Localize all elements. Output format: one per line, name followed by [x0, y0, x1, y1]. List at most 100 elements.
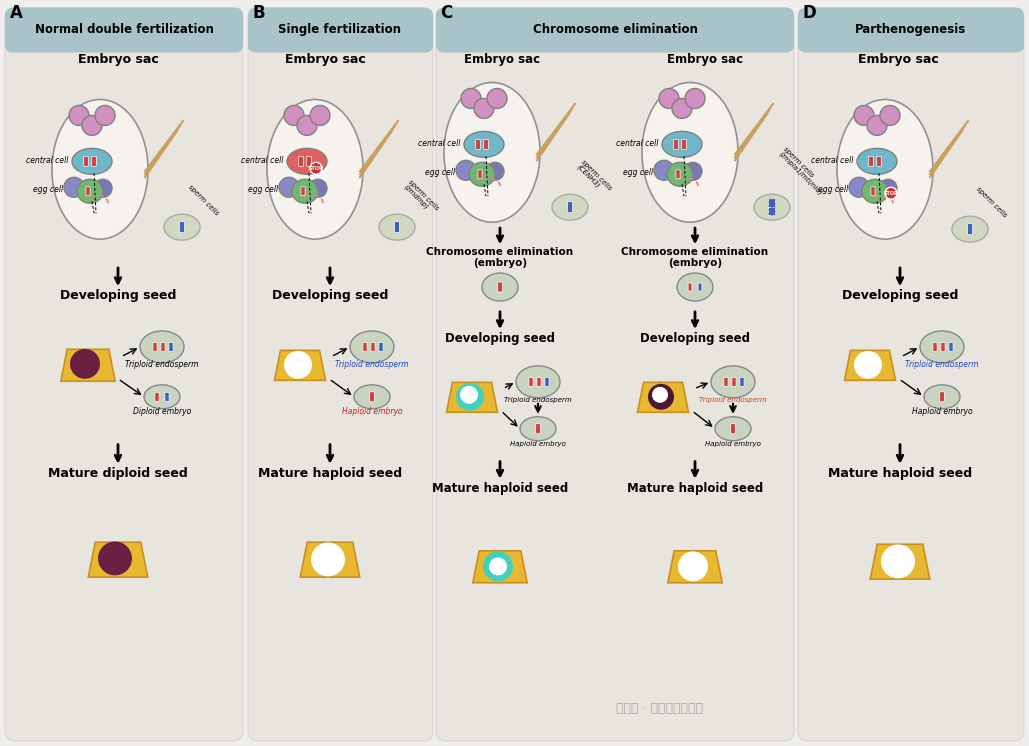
FancyBboxPatch shape [681, 140, 686, 149]
FancyBboxPatch shape [363, 342, 367, 351]
Ellipse shape [52, 99, 148, 239]
FancyBboxPatch shape [676, 170, 680, 179]
Polygon shape [300, 542, 360, 577]
Ellipse shape [667, 163, 693, 186]
Ellipse shape [94, 179, 112, 197]
Text: A: A [10, 4, 23, 22]
FancyBboxPatch shape [436, 7, 794, 741]
Text: central cell: central cell [615, 139, 658, 148]
Text: STOP: STOP [309, 166, 323, 171]
Text: Triploid endosperm: Triploid endosperm [699, 397, 767, 403]
Text: Embryo sac: Embryo sac [285, 52, 365, 66]
Text: Mature haploid seed: Mature haploid seed [627, 482, 764, 495]
Ellipse shape [311, 542, 345, 577]
FancyBboxPatch shape [967, 224, 972, 235]
FancyBboxPatch shape [941, 342, 945, 351]
Text: Mature haploid seed: Mature haploid seed [828, 466, 972, 480]
Text: central cell: central cell [811, 156, 853, 165]
Polygon shape [668, 551, 722, 583]
FancyBboxPatch shape [248, 7, 433, 741]
Text: B: B [252, 4, 264, 22]
Ellipse shape [284, 105, 304, 125]
Text: Embryo sac: Embryo sac [857, 52, 938, 66]
Text: Embryo sac: Embryo sac [667, 52, 743, 66]
FancyBboxPatch shape [370, 342, 376, 351]
Ellipse shape [520, 417, 556, 441]
Text: Embryo sac: Embryo sac [77, 52, 158, 66]
Ellipse shape [354, 385, 390, 409]
Ellipse shape [95, 105, 115, 125]
Ellipse shape [920, 331, 964, 363]
Ellipse shape [460, 386, 478, 404]
Text: Triploid endosperm: Triploid endosperm [504, 397, 572, 403]
FancyBboxPatch shape [939, 392, 945, 402]
FancyBboxPatch shape [475, 140, 481, 149]
Text: egg cell: egg cell [818, 185, 848, 194]
FancyBboxPatch shape [877, 157, 881, 166]
FancyBboxPatch shape [5, 7, 243, 52]
Ellipse shape [350, 331, 394, 363]
Ellipse shape [72, 148, 112, 175]
Text: Chromosome elimination: Chromosome elimination [622, 247, 769, 257]
Text: Single fertilization: Single fertilization [279, 23, 401, 36]
Ellipse shape [464, 131, 504, 157]
FancyBboxPatch shape [868, 157, 874, 166]
Text: Developing seed: Developing seed [640, 332, 750, 345]
FancyBboxPatch shape [307, 157, 312, 166]
Ellipse shape [677, 273, 713, 301]
Ellipse shape [456, 160, 476, 181]
Ellipse shape [685, 89, 705, 108]
Ellipse shape [482, 273, 518, 301]
Ellipse shape [140, 331, 184, 363]
FancyBboxPatch shape [169, 342, 173, 351]
Ellipse shape [443, 83, 540, 222]
Ellipse shape [82, 116, 102, 135]
FancyBboxPatch shape [740, 377, 744, 386]
FancyBboxPatch shape [436, 7, 794, 52]
Text: sperm cells: sperm cells [975, 186, 1007, 218]
Ellipse shape [284, 351, 312, 379]
Ellipse shape [69, 105, 88, 125]
Ellipse shape [754, 194, 790, 220]
Ellipse shape [862, 179, 888, 203]
Circle shape [885, 187, 897, 199]
Ellipse shape [715, 417, 751, 441]
Polygon shape [447, 382, 497, 413]
Text: Haploid embryo: Haploid embryo [342, 407, 402, 416]
Ellipse shape [881, 545, 915, 578]
Text: D: D [802, 4, 816, 22]
Ellipse shape [379, 214, 415, 240]
Text: Diploid embryo: Diploid embryo [133, 407, 191, 416]
FancyBboxPatch shape [545, 377, 549, 386]
Ellipse shape [854, 351, 882, 379]
Ellipse shape [474, 98, 494, 119]
Ellipse shape [64, 178, 84, 197]
Text: Mature diploid seed: Mature diploid seed [48, 466, 188, 480]
Ellipse shape [652, 387, 668, 403]
Text: Triploid endosperm: Triploid endosperm [906, 360, 979, 369]
FancyBboxPatch shape [85, 186, 91, 195]
FancyBboxPatch shape [871, 186, 875, 195]
Text: Developing seed: Developing seed [842, 289, 958, 302]
Ellipse shape [659, 89, 679, 108]
Text: Haploid embryo: Haploid embryo [912, 407, 972, 416]
Text: sperm cells: sperm cells [187, 184, 219, 216]
Ellipse shape [287, 148, 327, 175]
Text: egg cell: egg cell [623, 168, 653, 177]
Text: egg cell: egg cell [425, 168, 455, 177]
Polygon shape [871, 544, 930, 579]
Ellipse shape [672, 98, 691, 119]
Ellipse shape [648, 384, 674, 410]
FancyBboxPatch shape [769, 207, 776, 216]
Text: Parthenogenesis: Parthenogenesis [855, 23, 966, 36]
FancyBboxPatch shape [949, 342, 953, 351]
FancyBboxPatch shape [477, 170, 483, 179]
Text: Triploid endosperm: Triploid endosperm [126, 360, 199, 369]
Circle shape [310, 163, 322, 175]
Text: Chromosome elimination: Chromosome elimination [533, 23, 698, 36]
Ellipse shape [486, 163, 504, 181]
Text: sperm cells
(zmpla1/mtl/nld): sperm cells (zmpla1/mtl/nld) [777, 145, 828, 197]
FancyBboxPatch shape [83, 157, 88, 166]
FancyBboxPatch shape [698, 283, 702, 291]
Text: Haploid embryo: Haploid embryo [510, 441, 566, 447]
